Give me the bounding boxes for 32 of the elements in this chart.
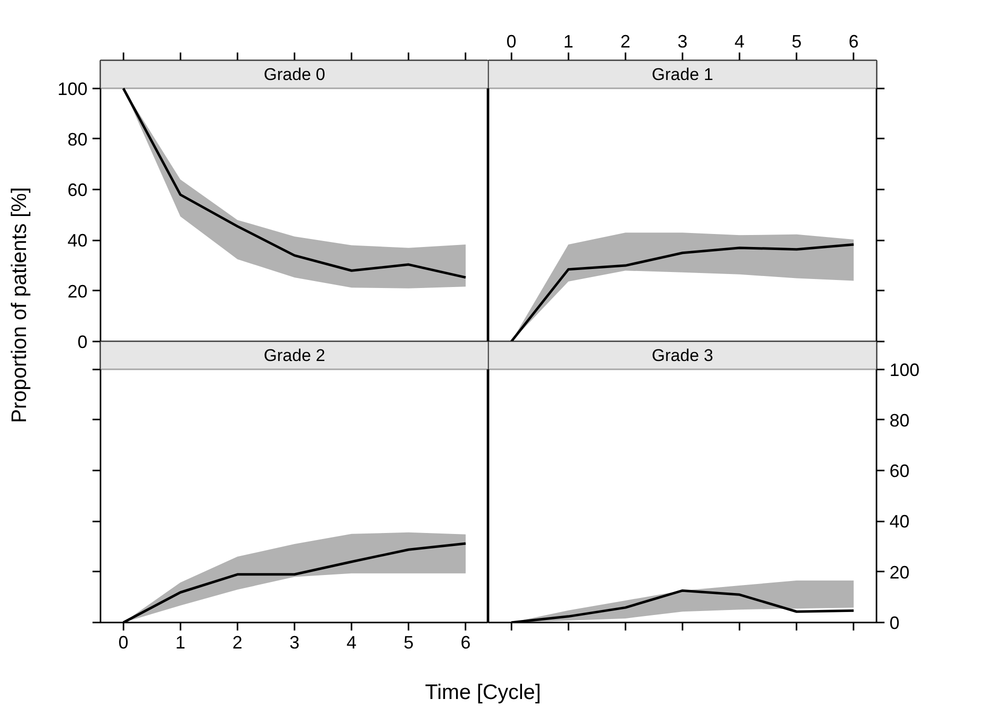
x-tick-label: 2 bbox=[620, 32, 630, 52]
chart-title: Grade 2 bbox=[264, 346, 326, 365]
y-tick-label: 80 bbox=[890, 410, 910, 430]
x-tick-label: 0 bbox=[118, 632, 128, 652]
chart-title: Grade 3 bbox=[652, 346, 714, 365]
y-tick-label: 20 bbox=[67, 281, 88, 302]
y-axis-title: Proportion of patients [%] bbox=[7, 187, 32, 423]
y-tick-label: 100 bbox=[57, 78, 88, 99]
x-tick-label: 6 bbox=[848, 32, 859, 52]
x-tick-label: 1 bbox=[175, 632, 186, 652]
x-tick-label: 1 bbox=[563, 32, 574, 52]
y-tick-label: 60 bbox=[890, 461, 910, 482]
x-tick-label: 5 bbox=[404, 632, 414, 652]
x-tick-label: 0 bbox=[506, 32, 516, 52]
x-axis-title: Time [Cycle] bbox=[425, 680, 541, 706]
y-tick-label: 0 bbox=[890, 613, 900, 633]
y-tick-label: 40 bbox=[67, 230, 88, 251]
y-tick-label: 40 bbox=[890, 512, 910, 532]
x-tick-label: 3 bbox=[677, 32, 688, 52]
y-tick-label: 20 bbox=[890, 562, 910, 582]
x-tick-label: 5 bbox=[792, 32, 802, 52]
y-tick-label: 100 bbox=[890, 360, 920, 380]
x-tick-label: 3 bbox=[289, 632, 300, 652]
x-tick-label: 4 bbox=[346, 632, 357, 652]
x-tick-label: 4 bbox=[734, 32, 745, 52]
x-tick-label: 2 bbox=[232, 632, 242, 652]
y-tick-label: 80 bbox=[67, 129, 88, 150]
y-tick-label: 0 bbox=[77, 332, 88, 352]
chart-title: Grade 1 bbox=[652, 64, 714, 84]
y-tick-label: 60 bbox=[67, 180, 88, 200]
chart-title: Grade 0 bbox=[264, 64, 326, 84]
x-tick-label: 6 bbox=[460, 632, 471, 652]
